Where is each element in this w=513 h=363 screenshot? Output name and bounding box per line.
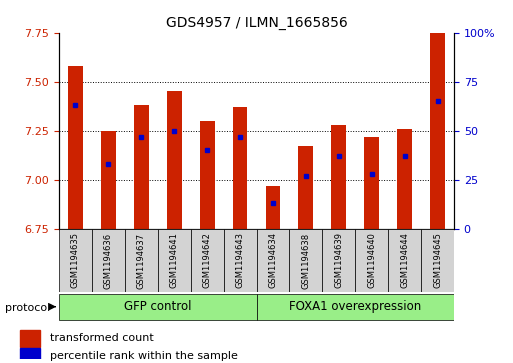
Bar [322,229,355,292]
Bar [101,131,116,229]
Bar [232,107,247,229]
Bar [59,294,256,320]
Bar [397,129,412,229]
Text: GSM1194640: GSM1194640 [367,233,376,288]
Text: FOXA1 overexpression: FOXA1 overexpression [289,300,421,313]
Bar [167,91,182,229]
Text: protocol: protocol [5,303,50,313]
Bar [20,330,40,347]
Text: GSM1194645: GSM1194645 [433,233,442,288]
Bar [299,146,313,229]
Bar [421,229,454,292]
Text: GSM1194641: GSM1194641 [170,233,179,288]
Bar [388,229,421,292]
Text: percentile rank within the sample: percentile rank within the sample [50,351,238,362]
Bar [289,229,322,292]
Bar [68,66,83,229]
Text: GFP control: GFP control [124,300,191,313]
Text: GSM1194638: GSM1194638 [301,232,310,289]
Text: GSM1194639: GSM1194639 [334,232,343,289]
Bar [200,121,214,229]
Bar [224,229,256,292]
Bar [266,185,281,229]
Text: GSM1194637: GSM1194637 [137,232,146,289]
Text: GSM1194644: GSM1194644 [400,233,409,288]
Bar [256,294,454,320]
Bar [20,348,40,363]
Bar [364,136,379,229]
Bar [355,229,388,292]
Bar [59,229,92,292]
Bar [158,229,191,292]
Bar [125,229,158,292]
Text: GSM1194642: GSM1194642 [203,233,212,288]
Title: GDS4957 / ILMN_1665856: GDS4957 / ILMN_1665856 [166,16,347,30]
Bar [430,7,445,229]
Text: GSM1194643: GSM1194643 [235,232,245,289]
Bar [134,105,149,229]
Text: GSM1194635: GSM1194635 [71,232,80,289]
Text: GSM1194634: GSM1194634 [268,232,278,289]
Text: GSM1194636: GSM1194636 [104,232,113,289]
Bar [92,229,125,292]
Bar [191,229,224,292]
Bar [256,229,289,292]
Bar [331,125,346,229]
Text: transformed count: transformed count [50,333,153,343]
